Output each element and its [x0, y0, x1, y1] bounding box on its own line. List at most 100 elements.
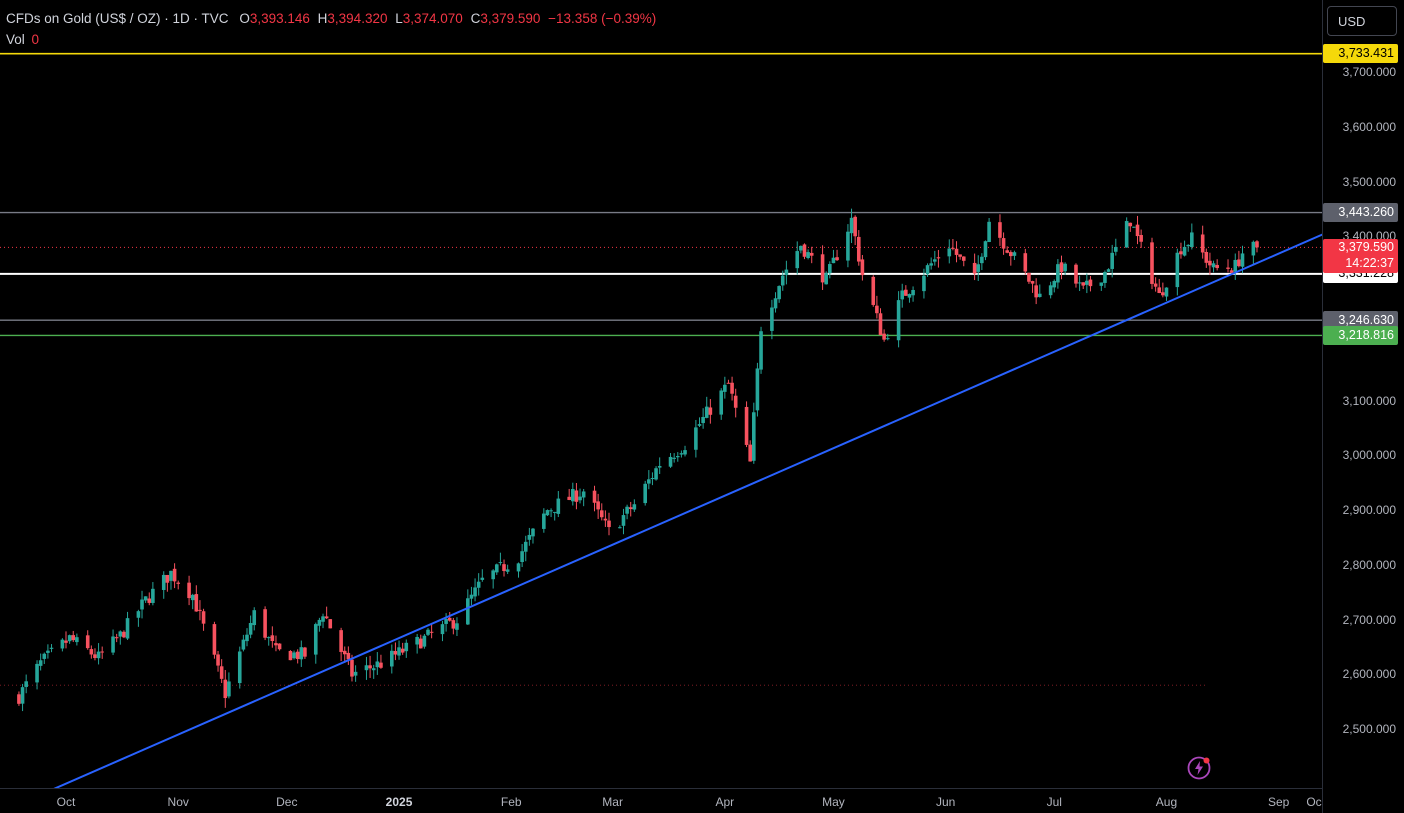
currency-button[interactable]: USD [1327, 6, 1397, 36]
candle-body [418, 638, 423, 649]
time-axis[interactable]: Oct Nov Dec 2025 Feb Mar Apr May Jun Jul Aug Sep Oc [0, 788, 1322, 813]
candle-body [860, 259, 865, 276]
candle-body [1164, 287, 1169, 297]
candle-body [404, 642, 409, 652]
time-tick-label: Dec [276, 795, 298, 809]
candle-body [143, 596, 148, 601]
price-axis[interactable]: 3,700.000 3,600.000 3,500.000 3,400.000 3,10… [1322, 0, 1404, 813]
candle-body [976, 264, 981, 272]
high-label: H [317, 11, 328, 26]
candle-body [552, 511, 557, 513]
candle-body [1052, 280, 1057, 288]
candle-body [494, 564, 499, 573]
candle-body [263, 609, 267, 638]
candle-body [321, 616, 325, 622]
price-tick-label: 2,800.000 [1342, 557, 1396, 572]
price-tick-label: 3,600.000 [1342, 119, 1396, 134]
candle-body [498, 562, 503, 564]
candle-body [75, 637, 79, 643]
candle-body [780, 275, 785, 286]
candle-body [491, 570, 495, 580]
candle-body [1251, 241, 1256, 256]
candlestick-chart[interactable] [0, 0, 1388, 796]
candle-body [545, 510, 550, 516]
candle-body [1215, 264, 1219, 269]
candle-body [400, 648, 405, 653]
candle-body [828, 264, 832, 274]
candle-body [516, 563, 521, 572]
candle-body [1161, 292, 1165, 296]
candle-body [835, 257, 839, 261]
candle-body [885, 338, 890, 340]
candle-body [1110, 252, 1114, 269]
candle-body [324, 616, 329, 619]
candle-body [820, 254, 825, 283]
candle-body [1132, 226, 1136, 228]
candle-body [313, 624, 318, 655]
candle-body [795, 251, 800, 269]
candle-body [426, 629, 430, 635]
candle-body [578, 496, 582, 501]
candle-body [415, 636, 419, 645]
candle-body [169, 570, 173, 581]
candle-body [980, 256, 984, 264]
candle-body [187, 582, 191, 599]
open-value: 3,393.146 [249, 11, 310, 26]
candle-body [49, 647, 54, 649]
bar-countdown: 14:22:37 [1345, 256, 1394, 271]
candle-body [599, 510, 604, 518]
candle-body [1186, 244, 1190, 247]
candle-body [607, 520, 611, 528]
candle-body [455, 623, 459, 630]
candle-body [567, 496, 571, 500]
candle-body [190, 594, 195, 601]
candle-body [1150, 242, 1154, 284]
candle-body [1211, 263, 1216, 268]
candle-body [46, 650, 50, 653]
candle-body [1074, 264, 1078, 284]
candle-body [216, 654, 220, 666]
candle-body [621, 515, 626, 526]
candle-body [198, 609, 202, 611]
chart-plot-area[interactable] [0, 0, 1388, 796]
candle-body [1034, 285, 1038, 298]
candle-body [904, 289, 908, 296]
trendline [40, 205, 1388, 796]
candle-body [100, 651, 104, 653]
candle-body [603, 518, 608, 521]
candle-body [668, 456, 673, 467]
candle-body [777, 286, 781, 300]
candle-body [936, 257, 941, 259]
candle-body [1204, 251, 1209, 263]
candle-body [1063, 263, 1067, 272]
symbol-title[interactable]: CFDs on Gold (US$ / OZ) · 1D · TVC [6, 11, 229, 26]
high-value: 3,394.320 [327, 11, 388, 26]
candle-body [114, 637, 119, 639]
candle-body [701, 416, 705, 424]
candle-body [878, 313, 883, 336]
time-tick-label: Mar [602, 795, 623, 809]
candle-body [1240, 253, 1245, 267]
candle-body [748, 444, 752, 462]
candle-body [1179, 251, 1183, 255]
candle-body [147, 598, 152, 603]
candle-body [1085, 280, 1089, 285]
candle-body [574, 490, 579, 502]
candle-body [1023, 253, 1028, 272]
lightning-alert-icon[interactable] [1187, 756, 1211, 780]
candle-body [1077, 282, 1082, 284]
candle-body [911, 289, 915, 296]
candle-body [1005, 250, 1009, 253]
candle-body [350, 659, 354, 677]
candle-body [592, 490, 597, 503]
candle-body [679, 453, 684, 455]
candle-body [824, 273, 828, 285]
candle-body [1009, 252, 1013, 257]
candle-body [972, 262, 977, 274]
candle-body [871, 276, 876, 305]
candle-body [473, 587, 477, 597]
candle-body [896, 300, 901, 341]
candle-body [784, 269, 789, 276]
candle-body [1059, 262, 1064, 273]
time-tick-label: Jul [1046, 795, 1062, 809]
